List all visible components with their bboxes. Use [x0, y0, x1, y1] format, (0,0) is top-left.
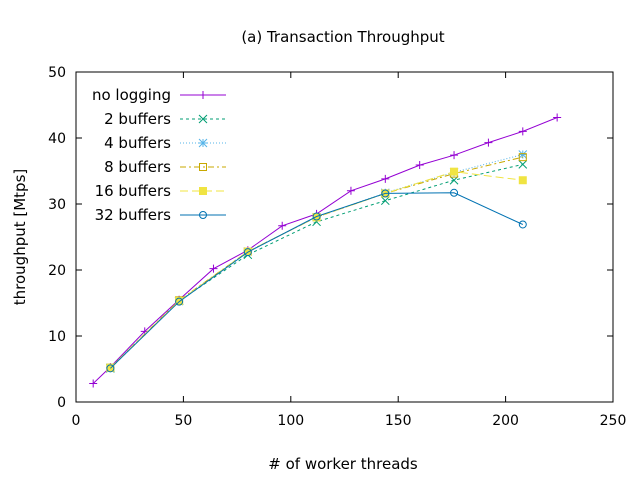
marker-shape — [518, 220, 527, 229]
y-tick-label: 20 — [48, 263, 66, 279]
y-tick-label: 50 — [48, 65, 66, 81]
data-point — [518, 220, 527, 229]
data-point — [518, 160, 528, 169]
data-point — [518, 176, 527, 185]
y-axis-label: throughput [Mtps] — [11, 169, 29, 305]
marker-shape — [518, 176, 527, 185]
data-point — [209, 264, 218, 273]
marker-shape — [312, 212, 321, 221]
x-tick-label: 50 — [174, 413, 192, 429]
data-point — [346, 186, 355, 195]
y-tick-label: 0 — [57, 395, 66, 411]
data-point — [484, 138, 493, 147]
y-tick-label: 30 — [48, 197, 66, 213]
legend-item: 2 buffers — [104, 110, 226, 128]
marker-stroke — [553, 113, 562, 122]
marker-stroke — [380, 196, 390, 206]
data-point — [450, 167, 459, 176]
data-point — [278, 221, 287, 230]
series-line — [110, 163, 523, 369]
series-line — [110, 171, 523, 369]
x-tick-label: 100 — [277, 413, 304, 429]
series-line — [110, 156, 523, 369]
legend-swatch-marker — [198, 114, 208, 124]
chart-title: (a) Transaction Throughput — [241, 28, 444, 46]
legend-label: no logging — [92, 86, 171, 104]
data-point — [312, 212, 321, 221]
x-tick-label: 150 — [385, 413, 412, 429]
legend-label: 8 buffers — [104, 158, 171, 176]
marker-shape — [450, 167, 459, 176]
marker-shape — [199, 163, 207, 171]
axes: 0 50 100 150 200 250 0 10 20 30 40 50 — [48, 65, 626, 429]
data-point — [518, 127, 527, 136]
marker-stroke — [381, 174, 390, 183]
marker-shape — [381, 189, 390, 198]
marker-stroke — [484, 138, 493, 147]
x-axis-label: # of worker threads — [268, 455, 418, 473]
legend-swatch-marker — [199, 211, 207, 219]
marker-stroke — [209, 264, 218, 273]
legend-item: 16 buffers — [95, 182, 226, 200]
marker-stroke — [198, 138, 208, 148]
series-line — [110, 154, 523, 369]
legend-label: 4 buffers — [104, 134, 171, 152]
data-point — [381, 189, 390, 198]
marker-stroke — [450, 151, 459, 160]
x-tick-label: 200 — [492, 413, 519, 429]
marker-stroke — [346, 186, 355, 195]
marker-stroke — [89, 379, 98, 388]
data-point — [553, 113, 562, 122]
data-point — [518, 153, 527, 162]
x-tick-label: 0 — [72, 413, 81, 429]
marker-shape — [243, 248, 252, 257]
marker-shape — [175, 297, 184, 306]
data-point — [89, 379, 98, 388]
legend-label: 32 buffers — [95, 206, 172, 224]
marker-shape — [199, 187, 207, 195]
marker-stroke — [415, 161, 424, 170]
plot-frame — [75, 71, 614, 403]
marker-shape — [518, 153, 527, 162]
series-no-logging — [89, 113, 562, 388]
y-tick-label: 10 — [48, 329, 66, 345]
marker-stroke — [518, 127, 527, 136]
data-point — [106, 364, 115, 373]
data-point — [450, 188, 459, 197]
legend-label: 16 buffers — [95, 182, 172, 200]
marker-stroke — [199, 91, 207, 99]
legend-item: no logging — [92, 86, 226, 104]
legend-item: 32 buffers — [95, 206, 226, 224]
marker-stroke — [198, 114, 208, 124]
marker-stroke — [278, 221, 287, 230]
legend-swatch-marker — [198, 138, 208, 148]
data-point — [380, 196, 390, 206]
data-point — [450, 151, 459, 160]
legend: no logging 2 buffers 4 buffers 8 buffers 16 … — [92, 86, 226, 224]
series-32-buffers — [106, 188, 527, 373]
data-point — [243, 248, 252, 257]
series-layer — [89, 113, 562, 388]
marker-stroke — [518, 150, 528, 159]
legend-item: 4 buffers — [104, 134, 226, 152]
legend-swatch-marker — [199, 163, 207, 171]
legend-label: 2 buffers — [104, 110, 171, 128]
x-tick-label: 250 — [600, 413, 627, 429]
data-point — [381, 174, 390, 183]
legend-swatch-marker — [199, 91, 207, 99]
data-point — [175, 297, 184, 306]
marker-shape — [199, 211, 207, 219]
data-point — [415, 161, 424, 170]
data-point — [518, 150, 528, 159]
y-tick-label: 40 — [48, 131, 66, 147]
series-line — [110, 192, 524, 369]
marker-shape — [450, 188, 459, 197]
legend-swatch-marker — [199, 187, 207, 195]
legend-item: 8 buffers — [104, 158, 226, 176]
marker-stroke — [518, 160, 528, 169]
marker-shape — [106, 364, 115, 373]
